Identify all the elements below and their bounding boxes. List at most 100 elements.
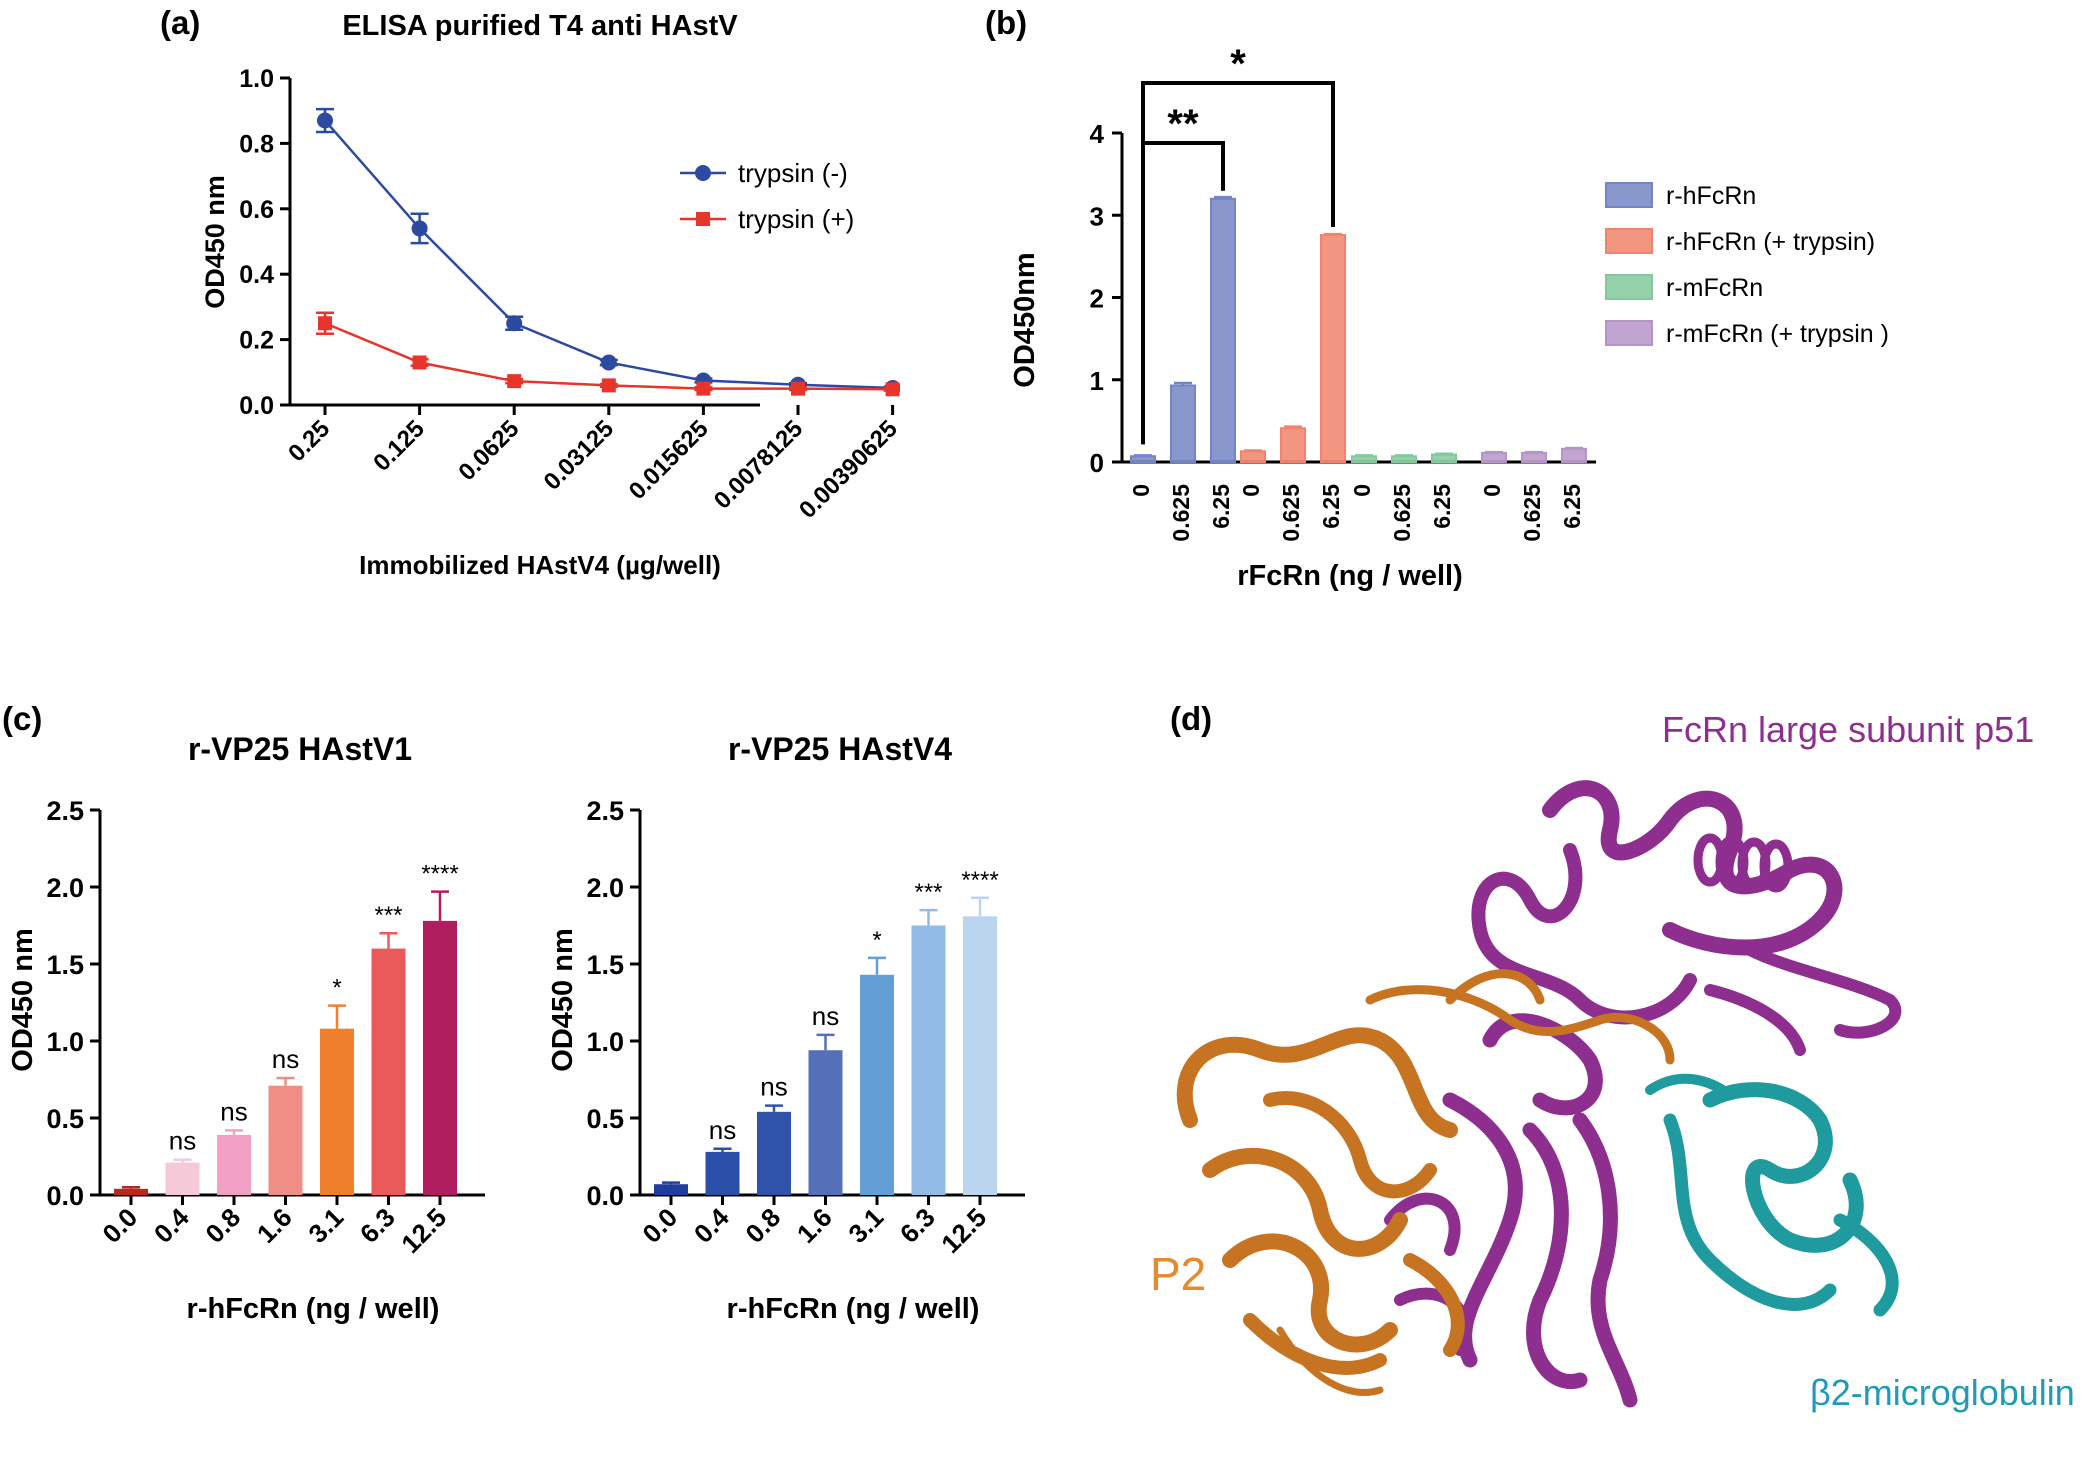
chart-a-elisa-line: ELISA purified T4 anti HAstV 0.0 0.2 0.4 0.6… <box>200 10 900 580</box>
panel-label-a: (a) <box>160 4 201 41</box>
chart-a-series-1-point <box>601 378 616 393</box>
chart-c1-x-label: r-hFcRn (ng / well) <box>187 1293 440 1325</box>
chart-c1-bar-0 <box>114 1188 148 1195</box>
p2-ribbon <box>1176 969 1675 1396</box>
chart-c2-x-tick-label: 1.6 <box>791 1202 838 1249</box>
chart-a-series-1-point <box>885 382 900 397</box>
chart-c2-y-tick-label: 1.0 <box>586 1027 624 1057</box>
chart-c-hastv1-bar: r-VP25 HAstV1 0.0 0.5 1.0 1.5 2.0 2.5 OD450 nm r… <box>7 731 485 1325</box>
chart-c2-y-tick-label: 2.5 <box>586 796 624 826</box>
chart-c1-y-tick-label: 2.5 <box>46 796 84 826</box>
panel-label-d: (d) <box>1170 700 1213 737</box>
chart-c1-y-tick-label: 2.0 <box>46 873 84 903</box>
p2-label: P2 <box>1150 1248 1206 1300</box>
chart-b-x-tick-label: 0.625 <box>1278 484 1304 542</box>
chart-c2-bar-3 <box>808 1050 843 1195</box>
chart-a-series-1-line <box>324 322 900 391</box>
chart-c2-bar-2 <box>757 1111 791 1195</box>
chart-a-y-tick-label: 1.0 <box>239 65 274 93</box>
chart-b-bar-3-0 <box>1481 451 1507 464</box>
chart-c2-y-label: OD450 nm <box>547 928 579 1071</box>
chart-a-x-label: Immobilized HAstV4 (µg/well) <box>359 550 721 580</box>
protein-structure-illustration: FcRn large subunit p51 P2 β2-microglobul… <box>1150 709 2075 1413</box>
chart-a-series-0-line <box>324 119 900 390</box>
b2m-ribbon <box>1645 1073 1899 1317</box>
chart-c2-y-tick-label: 0.5 <box>586 1104 624 1134</box>
chart-b-bar-3-1 <box>1521 451 1547 464</box>
chart-c2-y-tick-label: 1.5 <box>586 950 624 980</box>
chart-c1-y-tick-label: 1.0 <box>46 1027 84 1057</box>
chart-c1-x-tick-label: 0.8 <box>199 1202 246 1249</box>
chart-c1-x-tick-label: 1.6 <box>251 1202 298 1249</box>
chart-c2-y-tick-label: 0.0 <box>586 1181 624 1211</box>
chart-b-y-label: OD450nm <box>1009 252 1041 387</box>
chart-b-x-label: rFcRn (ng / well) <box>1237 560 1463 592</box>
chart-a-x-tick-label: 0.25 <box>283 415 335 467</box>
chart-b-significance-label-0: ** <box>1167 102 1199 146</box>
chart-a-series-1-point <box>791 381 805 396</box>
panel-label-b: (b) <box>985 4 1028 41</box>
chart-b-x-tick-label: 0.625 <box>1168 484 1194 542</box>
chart-b-bar-2-2 <box>1431 453 1457 464</box>
chart-c2-annotation-2: ns <box>760 1072 787 1102</box>
chart-b-y-tick-label: 1 <box>1090 366 1104 396</box>
chart-b-x-tick-label: 6.25 <box>1429 484 1455 529</box>
chart-c-hastv4-bar: r-VP25 HAstV4 0.0 0.5 1.0 1.5 2.0 2.5 OD450 nm r… <box>547 731 1025 1325</box>
chart-c1-bar-1 <box>165 1162 200 1195</box>
chart-c1-y-label: OD450 nm <box>7 928 39 1071</box>
chart-b-x-tick-label: 0 <box>1479 484 1505 497</box>
chart-c1-annotation-5: *** <box>374 902 402 929</box>
chart-c1-x-tick-label: 12.5 <box>395 1202 452 1259</box>
chart-c2-x-tick-label: 0.8 <box>739 1202 786 1249</box>
chart-a-series-0-point <box>506 315 523 332</box>
fcrn-label: FcRn large subunit p51 <box>1662 709 2034 750</box>
chart-a-y-tick-label: 0.0 <box>239 392 274 420</box>
chart-c2-x-tick-label: 6.3 <box>894 1202 941 1249</box>
chart-c1-x-tick-label: 0.0 <box>96 1202 143 1249</box>
chart-a-x-tick-label: 0.03125 <box>539 415 619 495</box>
chart-b-legend-2-swatch <box>1605 274 1653 300</box>
chart-b-bar-0-2 <box>1210 197 1236 464</box>
chart-a-y-tick-label: 0.8 <box>239 130 274 158</box>
chart-c2-annotation-1: ns <box>709 1115 736 1145</box>
chart-a-series-1-point <box>696 381 711 396</box>
chart-a-series-0-point <box>317 112 333 129</box>
b2m-label: β2-microglobulin <box>1810 1372 2075 1413</box>
chart-c1-y-tick-label: 0.0 <box>46 1181 84 1211</box>
chart-c1-bar-5 <box>371 948 406 1195</box>
chart-c1-annotation-1: ns <box>169 1126 196 1156</box>
chart-a-x-tick-label: 0.015625 <box>624 415 714 505</box>
chart-c1-bar-6 <box>423 920 457 1195</box>
chart-a-series-1-point <box>412 355 427 370</box>
chart-c2-bar-4 <box>860 974 894 1195</box>
chart-c2-annotation-6: **** <box>961 867 998 894</box>
chart-a-legend-1-label: trypsin (+) <box>738 204 854 234</box>
chart-b-legend-0-label: r-hFcRn <box>1666 182 1756 210</box>
chart-c1-annotation-4: * <box>332 975 341 1002</box>
panel-label-c: (c) <box>2 700 43 737</box>
chart-b-legend-3-label: r-mFcRn (+ trypsin ) <box>1666 320 1889 348</box>
chart-a-series-0-point <box>411 220 428 237</box>
chart-c1-y-tick-label: 1.5 <box>46 950 84 980</box>
chart-c1-annotation-6: **** <box>421 861 458 888</box>
chart-b-bar-1-0 <box>1240 450 1266 463</box>
chart-b-bar-1-1 <box>1280 427 1306 463</box>
chart-b-bar-2-0 <box>1351 455 1377 463</box>
chart-c2-annotation-3: ns <box>812 1001 839 1031</box>
chart-c2-annotation-5: *** <box>914 879 942 906</box>
chart-c1-bar-4 <box>320 1028 354 1195</box>
chart-c2-x-tick-label: 0.4 <box>688 1202 735 1249</box>
chart-c2-annotation-4: * <box>872 927 881 954</box>
chart-a-x-tick-label: 0.0625 <box>453 415 524 486</box>
chart-b-x-tick-label: 6.25 <box>1559 484 1585 529</box>
chart-c1-x-tick-label: 3.1 <box>302 1202 349 1249</box>
chart-a-y-tick-label: 0.6 <box>239 196 274 224</box>
fcrn-ribbon <box>1384 780 1902 1408</box>
chart-c2-x-tick-label: 12.5 <box>935 1202 992 1259</box>
chart-a-series-1-point <box>318 316 332 331</box>
chart-c1-y-tick-label: 0.5 <box>46 1104 84 1134</box>
chart-a-series-1-point <box>507 374 522 389</box>
chart-b-bar-1-2 <box>1320 233 1346 463</box>
chart-b-legend-0-swatch <box>1605 182 1653 208</box>
chart-c1-bar-2 <box>217 1134 251 1195</box>
